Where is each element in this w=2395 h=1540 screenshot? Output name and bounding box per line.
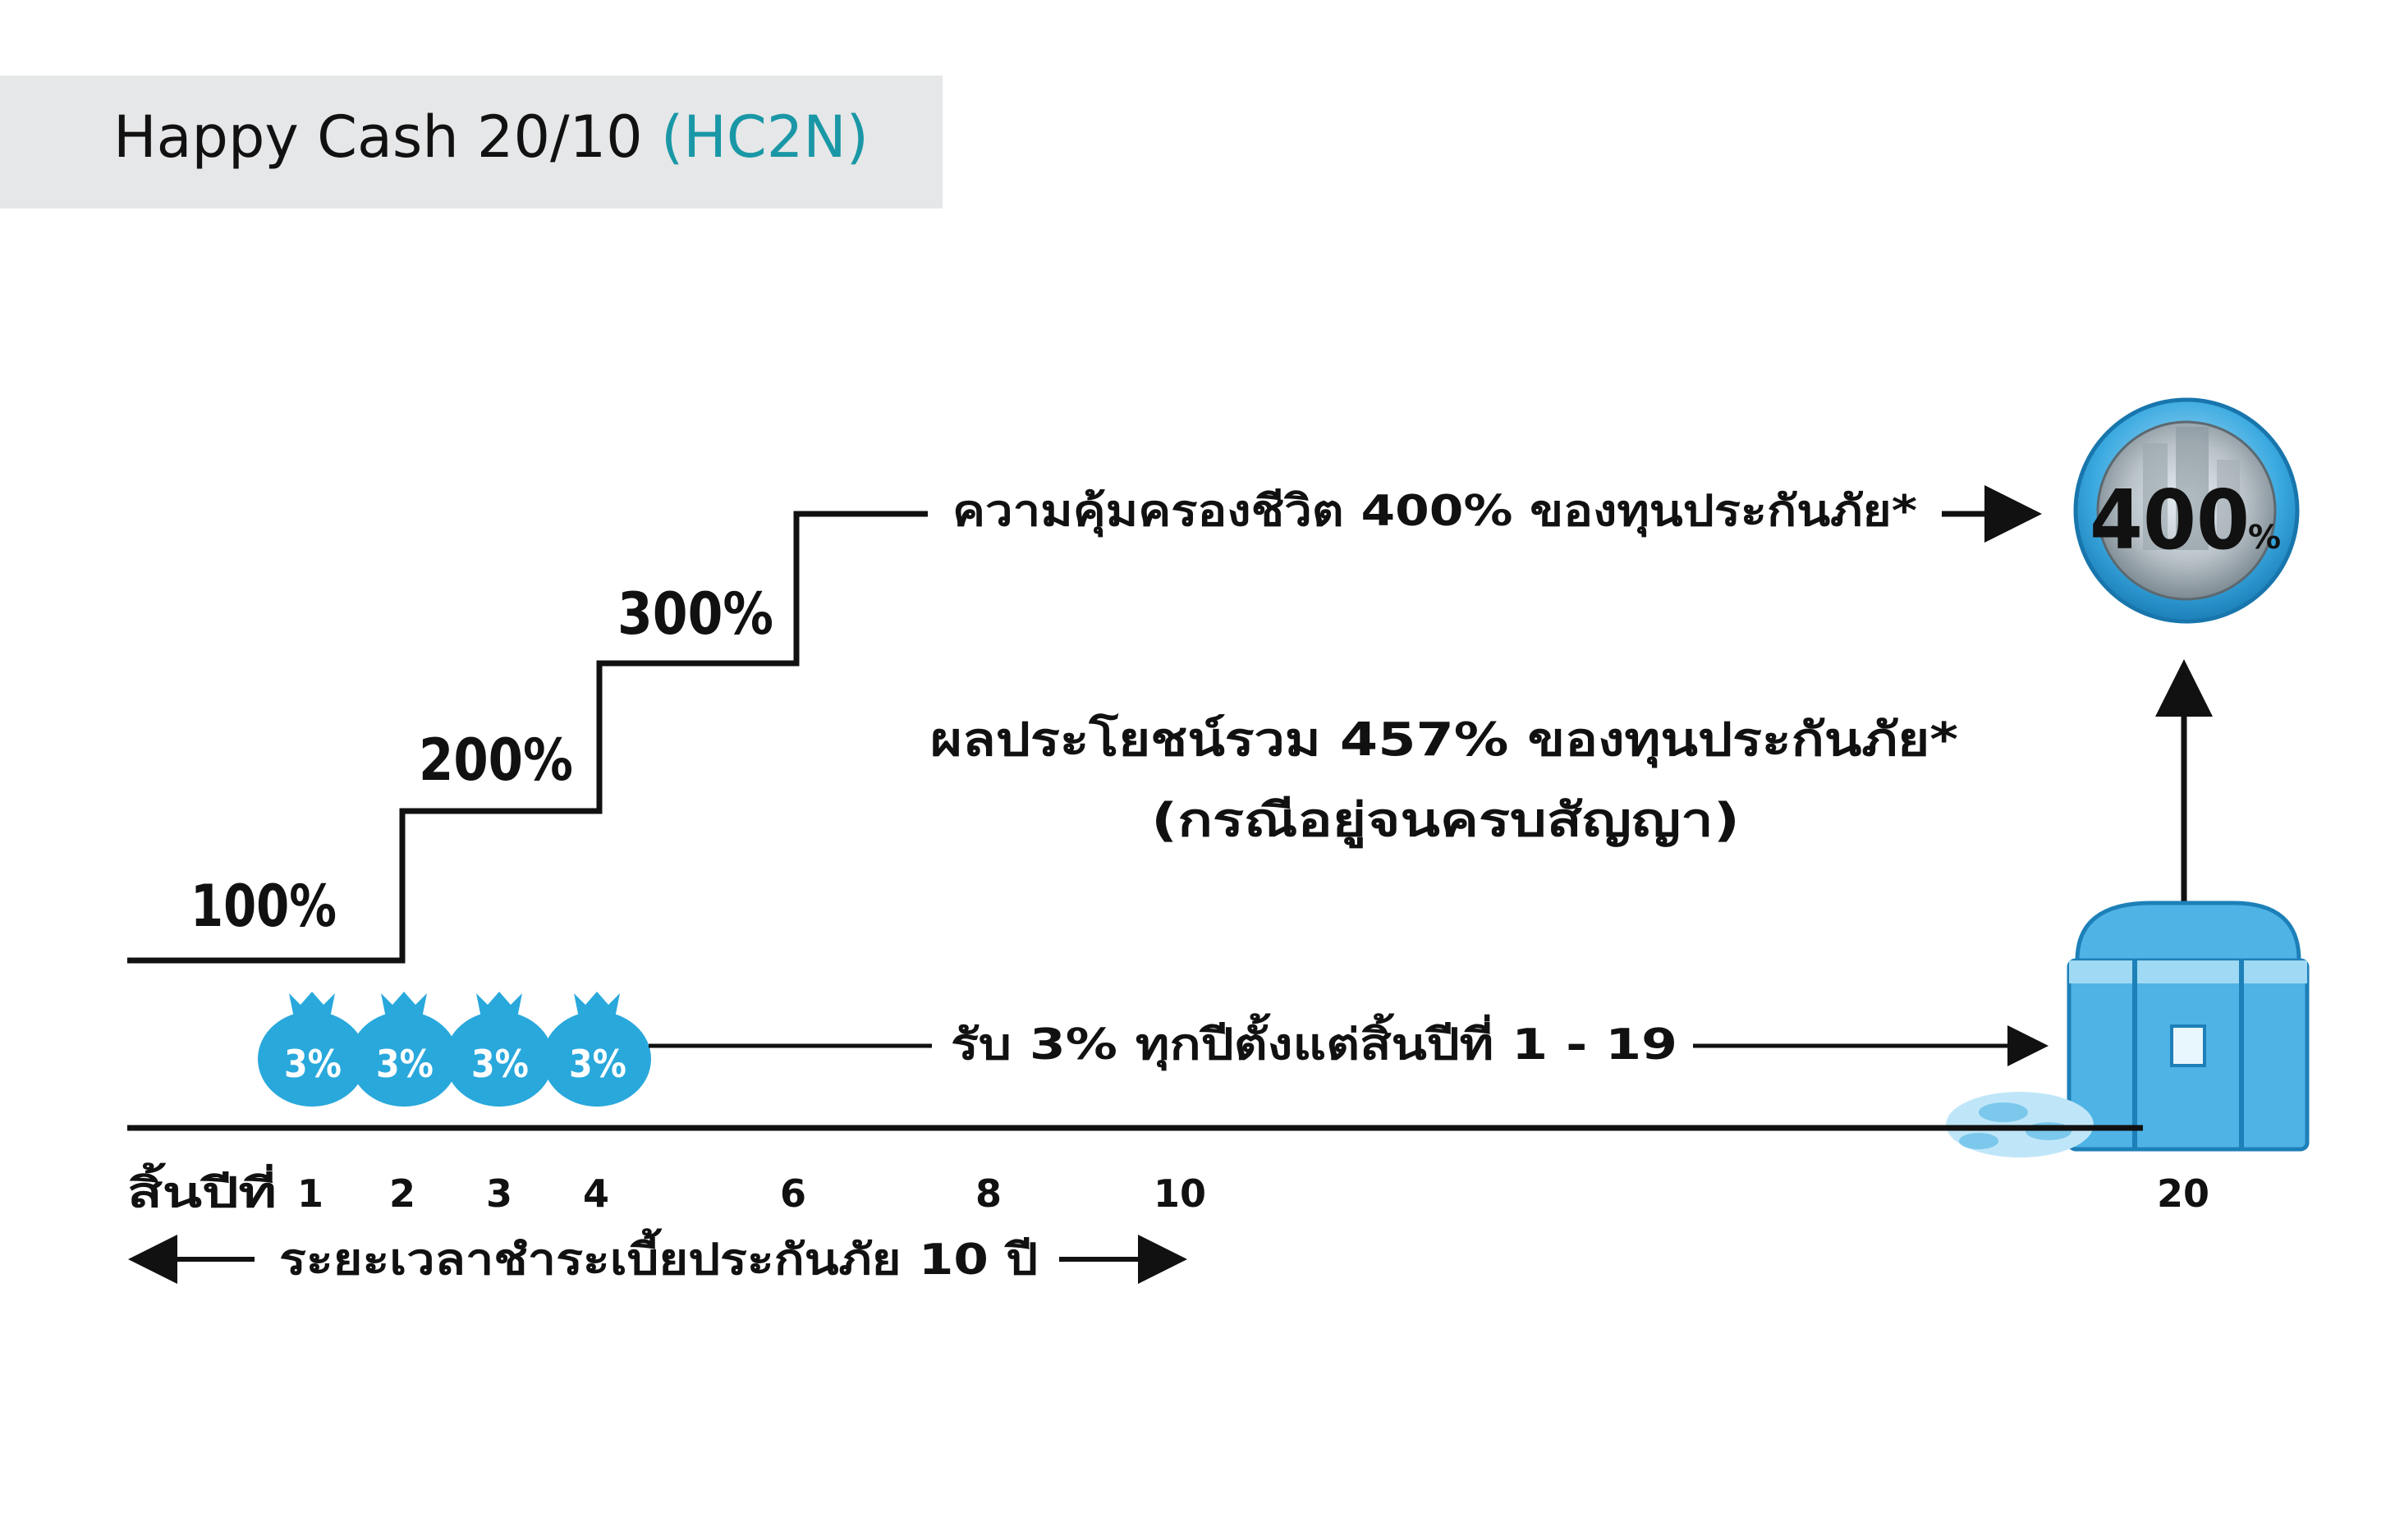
coin-unit: %: [2248, 519, 2281, 557]
money-bag-label: 3%: [376, 1042, 434, 1086]
timeline-tick: 10: [1154, 1171, 1206, 1216]
timeline-prefix: สิ้นปีที่: [127, 1162, 277, 1217]
page-title: Happy Cash 20/10 (HC2N): [113, 108, 869, 166]
timeline-tick: 2: [389, 1171, 415, 1216]
total-benefit-note: (กรณีอยู่จนครบสัญญา): [1151, 794, 1740, 849]
money-bag-label: 3%: [284, 1042, 342, 1086]
coin-badge-icon: 400 %: [2073, 397, 2300, 624]
timeline-tick: 20: [2157, 1171, 2209, 1216]
step-label-300: 300%: [617, 580, 773, 648]
step-label-100: 100%: [190, 873, 337, 940]
cashback-text: รับ 3% ทุกปีตั้งแต่สิ้นปีที่ 1 - 19: [951, 1013, 1677, 1071]
timeline-tick: 4: [583, 1171, 609, 1216]
coverage-step-line: [127, 511, 928, 964]
coin-value: 400: [2090, 472, 2250, 568]
money-bag-label: 3%: [569, 1042, 626, 1086]
money-bag-icon: 3%: [350, 992, 458, 1107]
product-code: (HC2N): [660, 103, 869, 171]
timeline-tick: 1: [297, 1171, 323, 1216]
life-coverage-text: ความคุ้มครองชีวิต 400% ของทุนประกันภัย*: [952, 487, 1917, 538]
money-bag-icon: 3%: [543, 992, 651, 1107]
title-banner: [0, 76, 943, 209]
step-label-200: 200%: [419, 726, 573, 794]
money-bag-label: 3%: [471, 1042, 529, 1086]
timeline-tick: 3: [486, 1171, 512, 1216]
timeline-tick: 8: [975, 1171, 1002, 1216]
product-name: Happy Cash 20/10: [113, 103, 643, 171]
premium-period-text: ระยะเวลาชำระเบี้ยประกันภัย 10 ปี: [279, 1228, 1038, 1285]
timeline-tick: 6: [780, 1171, 806, 1216]
treasure-chest-icon: [1946, 901, 2310, 1157]
money-bag-icon: 3%: [258, 992, 366, 1107]
total-benefit-text: ผลประโยชน์รวม 457% ของทุนประกันภัย*: [930, 713, 1958, 768]
money-bag-icon: 3%: [445, 992, 553, 1107]
